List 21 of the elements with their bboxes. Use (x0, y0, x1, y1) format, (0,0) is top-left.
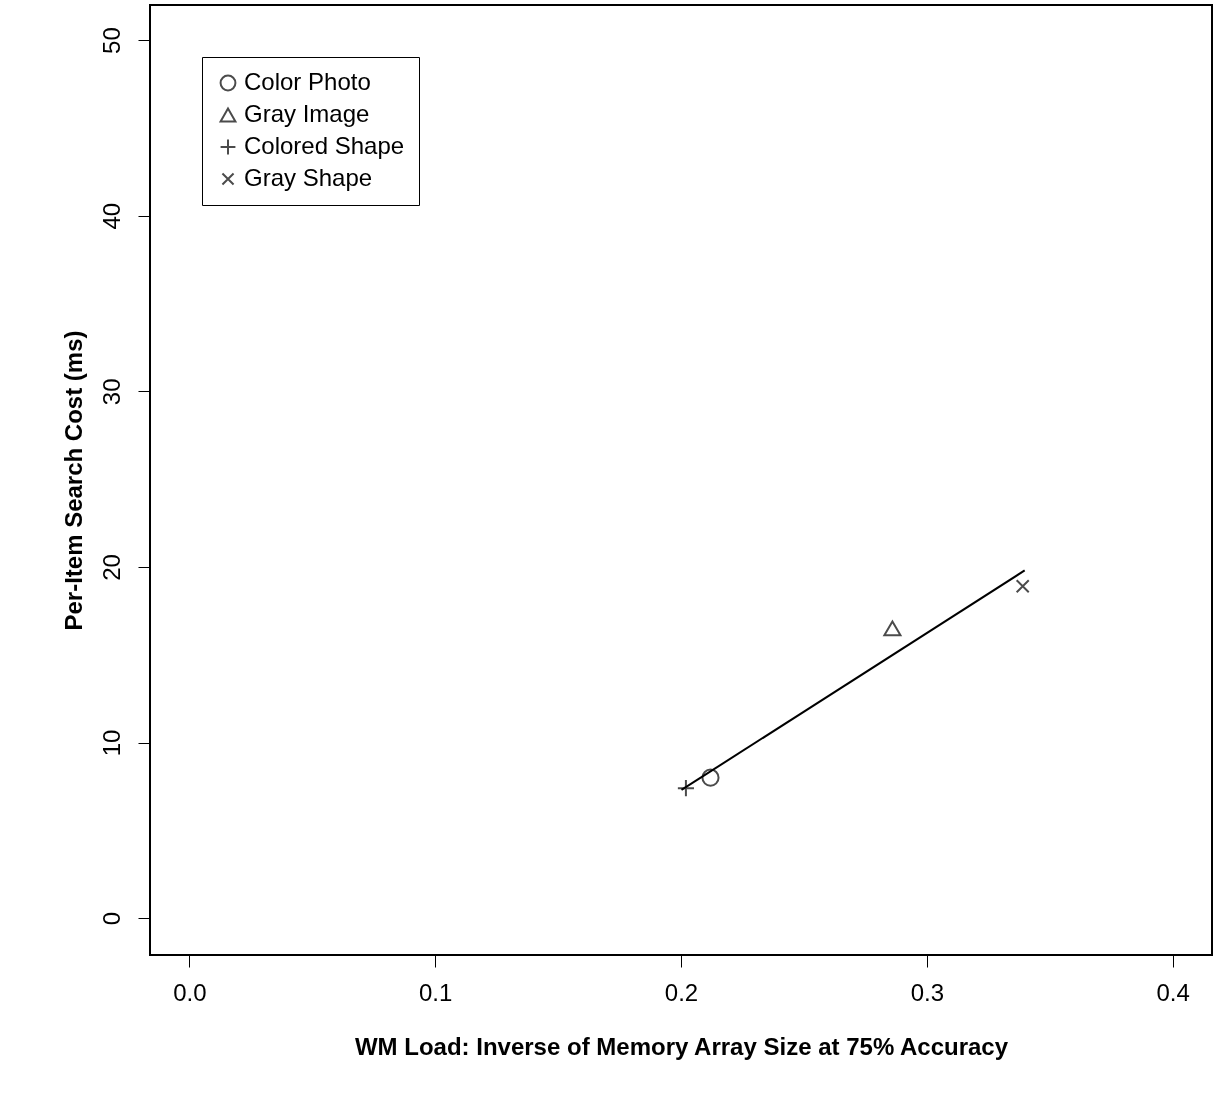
legend-label: Colored Shape (244, 132, 405, 159)
y-tick-label: 0 (97, 911, 125, 926)
x-tick-label: 0.1 (418, 978, 453, 1006)
x-axis-title: WM Load: Inverse of Memory Array Size at 75% Accuracy (354, 1032, 1009, 1060)
x-tick-label: 0.2 (664, 978, 699, 1006)
y-tick-label: 40 (97, 202, 125, 230)
point (883, 620, 902, 637)
point (701, 768, 720, 787)
legend-label: Color Photo (244, 68, 371, 95)
y-tick-label: 50 (97, 27, 125, 54)
x-tick-label: 0.0 (173, 978, 207, 1006)
y-axis-title: Per-Item Search Cost (ms) (59, 330, 87, 631)
y-tick-label: 20 (97, 554, 125, 581)
legend-label: Gray Image (244, 100, 370, 127)
point (1015, 579, 1030, 594)
point (676, 779, 695, 798)
x-tick-label: 0.4 (1156, 978, 1190, 1006)
y-tick-label: 30 (97, 378, 125, 406)
y-tick-label: 10 (97, 729, 125, 757)
x-tick-label: 0.3 (910, 978, 945, 1006)
legend-label: Gray Shape (244, 164, 373, 191)
